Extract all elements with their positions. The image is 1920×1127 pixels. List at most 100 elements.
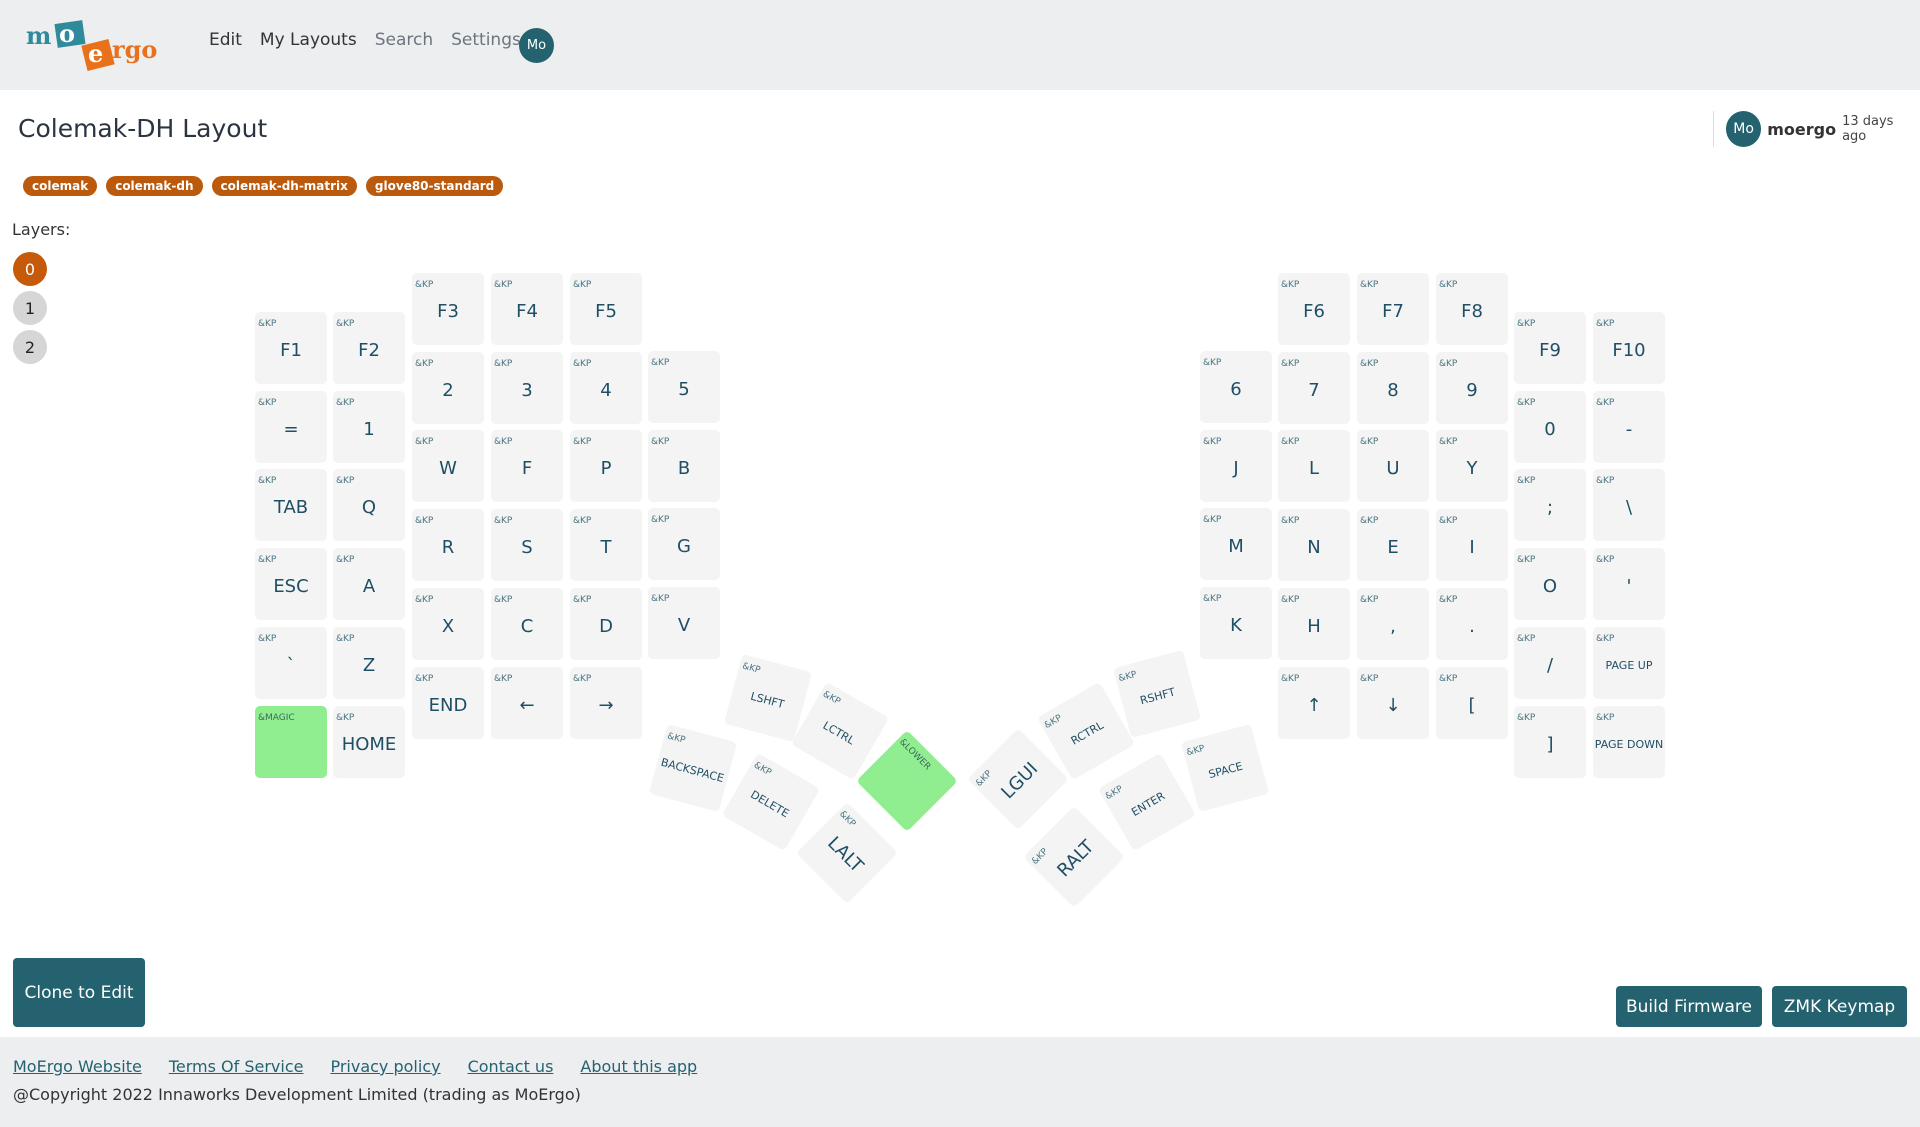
- key-f3[interactable]: &KP F3: [412, 273, 484, 345]
- nav-settings[interactable]: Settings: [451, 30, 521, 50]
- key-l[interactable]: &KP L: [1278, 430, 1350, 503]
- key-5[interactable]: &KP 5: [648, 351, 720, 423]
- key-label: ↓: [1385, 694, 1401, 716]
- key-4[interactable]: &KP 4: [570, 351, 642, 424]
- key-f10[interactable]: &KP F10: [1593, 312, 1665, 384]
- key-tab[interactable]: &KP TAB: [255, 469, 327, 542]
- nav-edit[interactable]: Edit: [209, 30, 242, 50]
- key-t[interactable]: &KP T: [570, 509, 642, 582]
- key-a[interactable]: &KP A: [333, 548, 405, 621]
- key-f2[interactable]: &KP F2: [333, 312, 405, 384]
- key-s[interactable]: &KP S: [491, 509, 563, 582]
- key-e[interactable]: &KP E: [1357, 509, 1429, 582]
- key-\[interactable]: &KP \: [1593, 469, 1665, 542]
- key-`[interactable]: &KP `: [255, 626, 327, 699]
- footer-link-contact[interactable]: Contact us: [467, 1057, 554, 1076]
- key-0[interactable]: &KP 0: [1514, 390, 1586, 463]
- key-i[interactable]: &KP I: [1436, 509, 1508, 582]
- tag[interactable]: colemak: [23, 176, 98, 196]
- key-j[interactable]: &KP J: [1200, 429, 1272, 502]
- key-o[interactable]: &KP O: [1514, 548, 1586, 621]
- key-f1[interactable]: &KP F1: [255, 312, 327, 384]
- key-.[interactable]: &KP.: [1436, 587, 1508, 660]
- footer-link-privacy[interactable]: Privacy policy: [330, 1057, 441, 1076]
- key-y[interactable]: &KP Y: [1436, 430, 1508, 503]
- key-q[interactable]: &KP Q: [333, 469, 405, 542]
- key-↑[interactable]: &KP ↑: [1278, 666, 1350, 739]
- key--[interactable]: &KP -: [1593, 390, 1665, 463]
- key-f8[interactable]: &KP F8: [1436, 273, 1508, 345]
- key-n[interactable]: &KP N: [1278, 509, 1350, 582]
- key-9[interactable]: &KP 9: [1436, 351, 1508, 424]
- key-f5[interactable]: &KP F5: [570, 273, 642, 345]
- key-f[interactable]: &KP F: [491, 430, 563, 503]
- tag[interactable]: colemak-dh-matrix: [211, 176, 357, 196]
- tag[interactable]: glove80-standard: [365, 176, 504, 196]
- key-home[interactable]: &KP HOME: [333, 705, 405, 778]
- key-r[interactable]: &KP R: [412, 509, 484, 582]
- user-avatar[interactable]: Mo: [519, 28, 554, 63]
- key-label: F8: [1461, 301, 1483, 322]
- key-↓[interactable]: &KP ↓: [1357, 666, 1429, 739]
- nav-my-layouts[interactable]: My Layouts: [259, 30, 357, 50]
- key-d[interactable]: &KP D: [570, 587, 642, 660]
- key-h[interactable]: &KP H: [1278, 587, 1350, 660]
- key-2[interactable]: &KP 2: [412, 351, 484, 424]
- key-page-down[interactable]: &KP PAGE DOWN: [1593, 705, 1665, 778]
- key-][interactable]: &KP]: [1514, 705, 1586, 778]
- key-m[interactable]: &KP M: [1200, 508, 1272, 581]
- key-delete[interactable]: &KP DELETE: [721, 752, 821, 852]
- key-[[interactable]: &KP [: [1436, 666, 1508, 739]
- key-1[interactable]: &KP 1: [333, 390, 405, 463]
- key-c[interactable]: &KP C: [491, 587, 563, 660]
- key-f7[interactable]: &KP F7: [1357, 273, 1429, 345]
- key-p[interactable]: &KP P: [570, 430, 642, 503]
- build-firmware-button[interactable]: Build Firmware: [1616, 986, 1762, 1027]
- key-u[interactable]: &KP U: [1357, 430, 1429, 503]
- key-enter[interactable]: &KP ENTER: [1097, 752, 1197, 852]
- key-k[interactable]: &KP K: [1200, 587, 1272, 660]
- tag[interactable]: colemak-dh: [106, 176, 203, 196]
- key-,[interactable]: &KP,: [1357, 587, 1429, 660]
- key-←[interactable]: &KP ←: [491, 666, 563, 739]
- footer-link-terms[interactable]: Terms Of Service: [168, 1057, 304, 1076]
- key-esc[interactable]: &KP ESC: [255, 548, 327, 621]
- key-lalt[interactable]: &KP LALT: [796, 802, 898, 904]
- key-'[interactable]: &KP ': [1593, 548, 1665, 621]
- author-name[interactable]: moergo: [1767, 119, 1837, 139]
- key-b[interactable]: &KP B: [648, 429, 720, 502]
- key-end[interactable]: &KP END: [412, 666, 484, 739]
- key-=[interactable]: &KP =: [255, 390, 327, 463]
- layer-0-button[interactable]: 0: [13, 252, 47, 286]
- key-magic[interactable]: &MAGIC: [255, 705, 327, 778]
- footer-link-about[interactable]: About this app: [580, 1057, 698, 1076]
- key-6[interactable]: &KP 6: [1200, 351, 1272, 423]
- key-x[interactable]: &KP X: [412, 587, 484, 660]
- key-f9[interactable]: &KP F9: [1514, 312, 1586, 384]
- key-space[interactable]: &KP SPACE: [1180, 723, 1270, 813]
- key-f6[interactable]: &KP F6: [1278, 273, 1350, 345]
- key-f4[interactable]: &KP F4: [491, 273, 563, 345]
- key-/[interactable]: &KP /: [1514, 626, 1586, 699]
- key-3[interactable]: &KP 3: [491, 351, 563, 424]
- layers-label: Layers:: [12, 220, 71, 239]
- key-z[interactable]: &KP Z: [333, 626, 405, 699]
- key-8[interactable]: &KP 8: [1357, 351, 1429, 424]
- moergo-logo[interactable]: m o e rgo: [26, 18, 176, 72]
- key-;[interactable]: &KP;: [1514, 469, 1586, 542]
- key-backspace[interactable]: &KP BACKSPACE: [648, 723, 738, 813]
- layer-2-button[interactable]: 2: [13, 330, 47, 364]
- key-7[interactable]: &KP 7: [1278, 351, 1350, 424]
- key-→[interactable]: &KP →: [570, 666, 642, 739]
- nav-search[interactable]: Search: [374, 30, 434, 50]
- key-w[interactable]: &KP W: [412, 430, 484, 503]
- zmk-keymap-button[interactable]: ZMK Keymap: [1772, 986, 1907, 1027]
- key-rshft[interactable]: &KP RSHFT: [1112, 649, 1202, 739]
- layer-1-button[interactable]: 1: [13, 291, 47, 325]
- clone-to-edit-button[interactable]: Clone to Edit: [13, 958, 145, 1027]
- key-ralt[interactable]: &KP RALT: [1023, 806, 1125, 908]
- key-page-up[interactable]: &KP PAGE UP: [1593, 626, 1665, 699]
- key-g[interactable]: &KP G: [648, 508, 720, 581]
- footer-link-website[interactable]: MoErgo Website: [13, 1057, 142, 1076]
- key-v[interactable]: &KP V: [648, 587, 720, 660]
